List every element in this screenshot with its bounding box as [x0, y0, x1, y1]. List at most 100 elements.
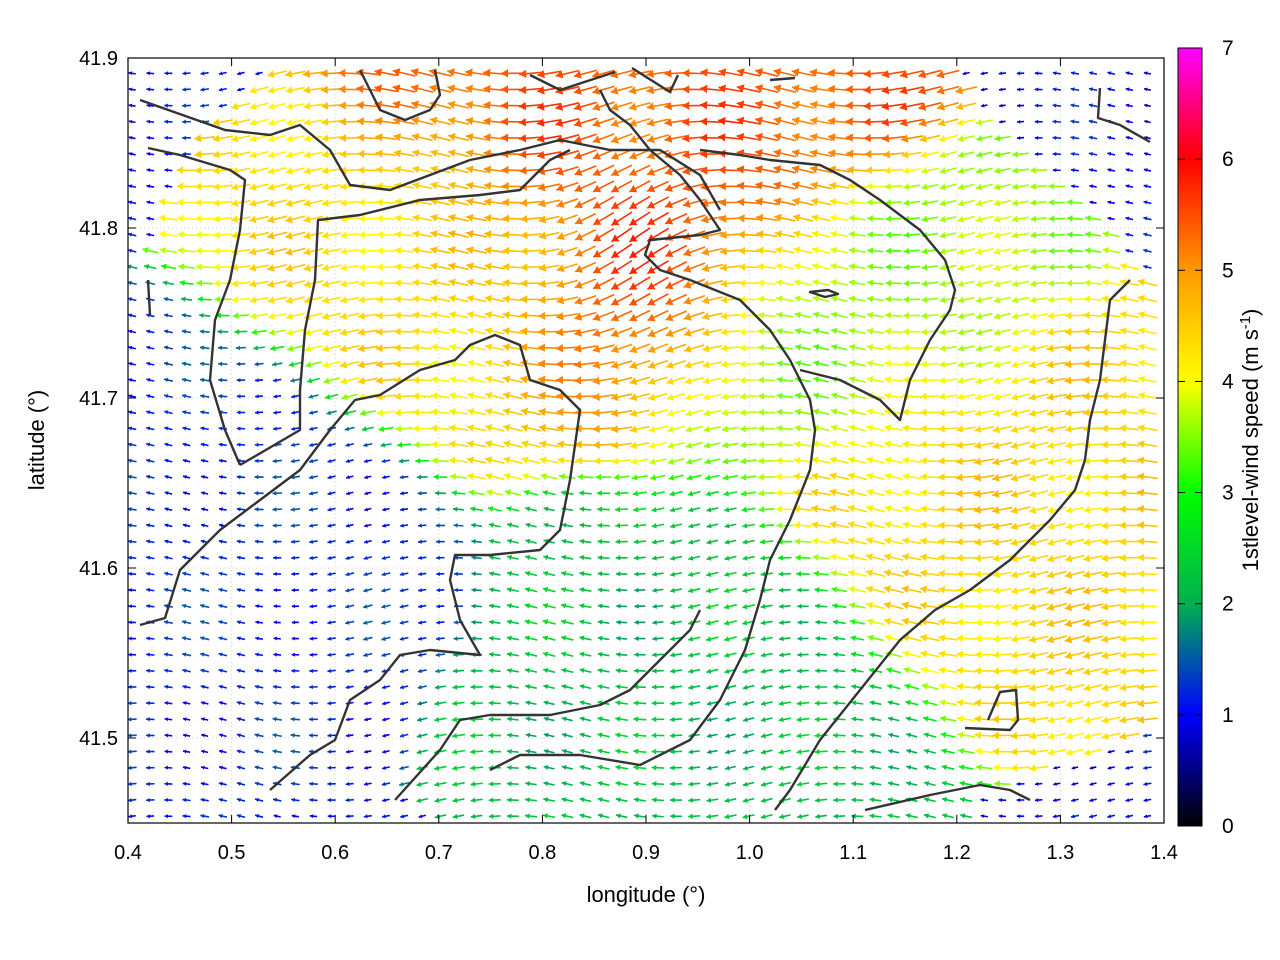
wind-arrow: [742, 717, 755, 723]
wind-arrow: [308, 765, 318, 770]
wind-arrow: [610, 195, 633, 210]
wind-arrow: [195, 263, 214, 271]
wind-arrow: [145, 474, 155, 480]
wind-arrow: [164, 119, 173, 124]
wind-arrow: [993, 312, 1011, 320]
wind-arrow: [290, 523, 300, 528]
wind-arrow: [629, 392, 650, 402]
wind-arrow: [467, 391, 487, 400]
wind-arrow: [218, 539, 227, 544]
wind-arrow: [483, 100, 507, 110]
wind-arrow: [833, 684, 846, 690]
wind-arrow: [345, 539, 354, 544]
wind-arrow: [520, 391, 542, 400]
wind-arrow: [231, 118, 251, 127]
wind-arrow: [1052, 151, 1061, 157]
wind-arrow: [975, 393, 994, 401]
wind-arrow: [610, 276, 633, 291]
wind-arrow: [980, 87, 988, 92]
wind-arrow: [363, 620, 373, 625]
wind-arrow: [667, 458, 685, 465]
wind-arrow: [863, 117, 888, 127]
wind-arrow: [392, 100, 416, 109]
wind-arrow: [814, 716, 828, 723]
wind-arrow: [723, 490, 738, 497]
wind-arrow: [1119, 586, 1140, 595]
wind-arrow: [358, 279, 378, 288]
wind-arrow: [848, 327, 866, 335]
wind-arrow: [901, 601, 923, 610]
wind-arrow: [1046, 328, 1067, 336]
wind-arrow: [466, 440, 487, 448]
wind-arrow: [1083, 506, 1103, 514]
wind-arrow: [418, 604, 427, 609]
wind-arrow: [1012, 150, 1029, 158]
wind-arrow: [1083, 667, 1103, 676]
contour-line: [139, 333, 582, 791]
wind-arrow: [291, 394, 300, 399]
wind-arrow: [340, 263, 360, 272]
wind-arrow: [290, 539, 300, 544]
wind-arrow: [670, 587, 682, 593]
wind-arrow: [502, 198, 524, 207]
wind-arrow: [523, 489, 539, 496]
wind-arrow: [321, 312, 342, 321]
wind-arrow: [902, 424, 922, 433]
wind-arrow: [1125, 135, 1134, 140]
wind-arrow: [736, 116, 761, 125]
wind-arrow: [1138, 375, 1157, 384]
wind-arrow: [268, 134, 287, 143]
wind-arrow: [1028, 619, 1049, 627]
wind-arrow: [1028, 716, 1049, 724]
wind-arrow: [410, 84, 434, 94]
wind-arrow: [869, 683, 882, 690]
wind-arrow: [128, 184, 137, 189]
wind-arrow: [920, 650, 940, 658]
wind-arrow: [758, 441, 776, 449]
wind-arrow: [345, 814, 354, 819]
wind-arrow: [448, 197, 469, 206]
wind-arrow: [760, 636, 773, 642]
wind-arrow: [1046, 360, 1068, 369]
wind-arrow: [1107, 749, 1115, 754]
wind-arrow: [428, 68, 452, 77]
wind-arrow: [200, 781, 209, 786]
wind-arrow: [394, 230, 414, 239]
wind-arrow: [128, 765, 137, 771]
wind-arrow: [757, 344, 776, 352]
wind-arrow: [542, 813, 556, 819]
wind-arrow: [341, 393, 359, 401]
wind-arrow: [610, 376, 633, 386]
wind-arrow: [867, 231, 884, 238]
wind-arrow: [291, 814, 300, 819]
wind-arrow: [610, 133, 633, 144]
wind-arrow: [866, 327, 885, 335]
wind-arrow: [327, 507, 336, 512]
wind-arrow: [381, 588, 391, 593]
wind-arrow: [177, 230, 196, 239]
wind-arrow: [358, 247, 378, 255]
wind-arrow: [236, 620, 246, 625]
wind-arrow: [1030, 215, 1048, 223]
wind-arrow: [702, 328, 723, 337]
wind-arrow: [796, 749, 810, 755]
wind-arrow: [484, 214, 506, 223]
wind-arrow: [920, 505, 940, 513]
wind-arrow: [290, 507, 301, 512]
wind-arrow: [742, 781, 755, 787]
wind-arrow: [128, 264, 138, 270]
wind-arrow: [486, 489, 504, 497]
wind-arrow: [447, 100, 470, 109]
wind-arrow: [865, 166, 886, 175]
wind-arrow: [651, 700, 665, 706]
wind-arrow: [809, 149, 833, 158]
wind-arrow: [1137, 521, 1158, 530]
wind-arrow: [345, 652, 355, 658]
wind-arrow: [146, 135, 155, 140]
wind-arrow: [524, 506, 538, 512]
wind-arrow: [610, 393, 633, 402]
wind-arrow: [249, 118, 269, 127]
wind-arrow: [592, 211, 615, 226]
wind-arrow: [447, 133, 470, 142]
